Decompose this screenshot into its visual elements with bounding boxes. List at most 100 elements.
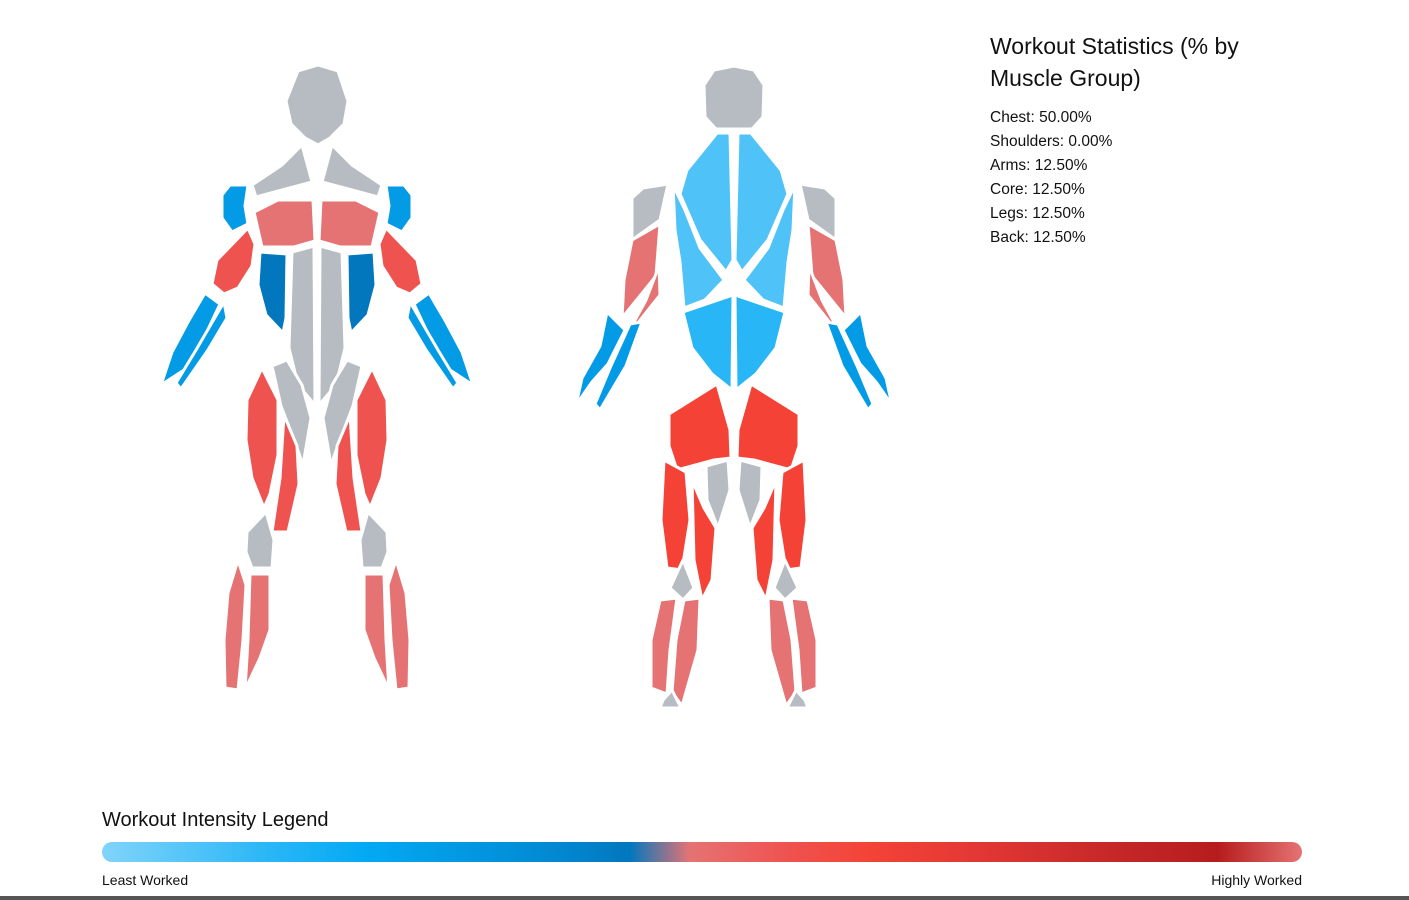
stat-value: 12.50% <box>1033 229 1086 246</box>
muscle-serratus-obliques-part-2 <box>345 250 378 335</box>
muscle-forearms-part-2 <box>174 300 229 391</box>
legend-min-label: Least Worked <box>102 872 189 888</box>
muscle-abdominals-part-2 <box>317 244 347 407</box>
muscle-heels-part-1 <box>658 688 683 710</box>
muscle-quadriceps-part-4 <box>333 413 364 534</box>
muscle-glutes-part-1 <box>667 382 733 472</box>
stat-value: 12.50% <box>1032 205 1085 222</box>
legend-title: Workout Intensity Legend <box>102 809 329 831</box>
stat-item-shoulders: Shoulders: 0.00% <box>990 133 1113 150</box>
muscle-lower-back <box>681 293 787 392</box>
muscle-abdominals <box>287 244 347 407</box>
muscle-glutes-part-2 <box>735 382 801 472</box>
stat-item-chest: Chest: 50.00% <box>990 109 1092 126</box>
muscle-biceps-part-2 <box>377 226 424 296</box>
stat-label: Legs <box>990 205 1024 222</box>
stat-label: Core <box>990 181 1024 198</box>
stat-label: Arms <box>990 157 1027 174</box>
muscle-back-head <box>702 64 766 131</box>
workout-statistics-panel: Workout Statistics (% by Muscle Group) C… <box>990 30 1290 250</box>
muscle-forearms-part-1 <box>159 291 222 387</box>
stat-value: 12.50% <box>1034 157 1088 174</box>
muscle-hamstrings-part-2 <box>690 478 718 602</box>
muscle-back-forearms-part-3 <box>841 310 894 407</box>
muscle-heels <box>658 688 810 710</box>
muscle-back-head-part-1 <box>702 64 766 131</box>
muscle-serratus-obliques <box>256 250 378 335</box>
muscle-upper-back-part-3 <box>671 183 726 310</box>
muscle-quadriceps-part-1 <box>244 366 280 510</box>
stat-value: 0.00% <box>1068 133 1113 150</box>
muscle-front-deltoid-part-2 <box>384 183 414 234</box>
muscle-upper-back-part-2 <box>733 131 790 274</box>
muscle-rear-deltoid-part-2 <box>798 182 838 242</box>
muscle-rear-deltoid-part-1 <box>630 182 670 242</box>
muscle-hip-adductors-part-2 <box>321 358 364 467</box>
muscle-front-head <box>284 63 350 147</box>
muscle-front-trapezius-part-1 <box>250 143 314 199</box>
anatomy-diagram <box>159 63 894 710</box>
muscle-front-deltoid <box>220 183 414 234</box>
muscle-heels-part-2 <box>785 688 810 710</box>
muscle-back-knees <box>668 558 800 602</box>
muscle-lower-back-part-2 <box>733 293 787 392</box>
muscle-back-calves-part-4 <box>766 596 798 708</box>
stat-value: 12.50% <box>1032 181 1085 198</box>
muscle-upper-back-part-4 <box>742 183 797 310</box>
muscle-front-head-part-1 <box>284 63 350 147</box>
muscle-inner-thigh <box>704 458 764 530</box>
muscle-back-forearms-part-4 <box>824 320 875 412</box>
muscle-triceps-part-3 <box>806 222 848 320</box>
muscle-forearms-part-3 <box>412 291 475 387</box>
muscle-knees-part-2 <box>358 510 390 570</box>
window-bottom-border <box>0 896 1409 900</box>
stat-value: 50.00% <box>1039 109 1092 126</box>
muscle-quadriceps-part-2 <box>270 413 301 534</box>
muscle-front-calves-part-2 <box>243 572 272 692</box>
muscle-back-knees-part-1 <box>668 558 696 602</box>
muscle-back-knees-part-2 <box>772 558 800 602</box>
statistics-list: Chest: 50.00% Shoulders: 0.00% Arms: 12.50… <box>990 106 1290 250</box>
muscle-glutes <box>667 382 801 472</box>
muscle-rear-deltoid <box>630 182 838 242</box>
legend-labels: Least Worked Highly Worked <box>102 872 1302 892</box>
muscle-upper-back <box>671 131 797 310</box>
muscle-front-calves-part-4 <box>362 572 391 692</box>
muscle-serratus-obliques-part-1 <box>256 250 289 335</box>
intensity-legend: Workout Intensity Legend Least Worked Hi… <box>102 806 1302 892</box>
muscle-quadriceps <box>244 366 390 534</box>
muscle-hamstrings <box>659 458 809 602</box>
muscle-forearms <box>159 291 475 391</box>
stat-item-arms: Arms: 12.50% <box>990 157 1088 174</box>
statistics-title: Workout Statistics (% by Muscle Group) <box>990 33 1239 91</box>
muscle-knees <box>244 510 390 570</box>
stat-label: Chest <box>990 109 1031 126</box>
muscle-lower-back-part-1 <box>681 293 735 392</box>
muscle-biceps <box>210 226 424 296</box>
muscle-front-trapezius <box>250 143 384 199</box>
muscle-hip-adductors <box>270 358 364 467</box>
muscle-chest-pectorals-part-1 <box>252 198 317 249</box>
muscle-back-calves <box>649 596 819 708</box>
muscle-front-calves-part-1 <box>222 558 248 692</box>
muscle-abdominals-part-1 <box>287 244 317 407</box>
muscle-back-calves-part-2 <box>670 596 702 708</box>
muscle-upper-back-part-1 <box>678 131 735 274</box>
muscle-inner-thigh-part-2 <box>736 458 764 530</box>
muscle-front-calves <box>222 558 412 692</box>
muscle-hamstrings-part-3 <box>776 458 809 572</box>
stat-item-legs: Legs: 12.50% <box>990 205 1085 222</box>
muscle-triceps-part-1 <box>620 222 662 320</box>
muscle-front-trapezius-part-2 <box>320 143 384 199</box>
muscle-hamstrings-part-4 <box>750 478 778 602</box>
stat-item-back: Back: 12.50% <box>990 229 1086 246</box>
muscle-chest-pectorals <box>252 198 382 249</box>
muscle-forearms-part-4 <box>405 300 460 391</box>
stat-item-core: Core: 12.50% <box>990 181 1085 198</box>
muscle-hip-adductors-part-1 <box>270 358 313 467</box>
legend-gradient-bar <box>102 842 1302 862</box>
stat-label: Shoulders <box>990 133 1060 150</box>
muscle-front-calves-part-3 <box>386 558 412 692</box>
muscle-triceps-part-4 <box>806 264 836 326</box>
